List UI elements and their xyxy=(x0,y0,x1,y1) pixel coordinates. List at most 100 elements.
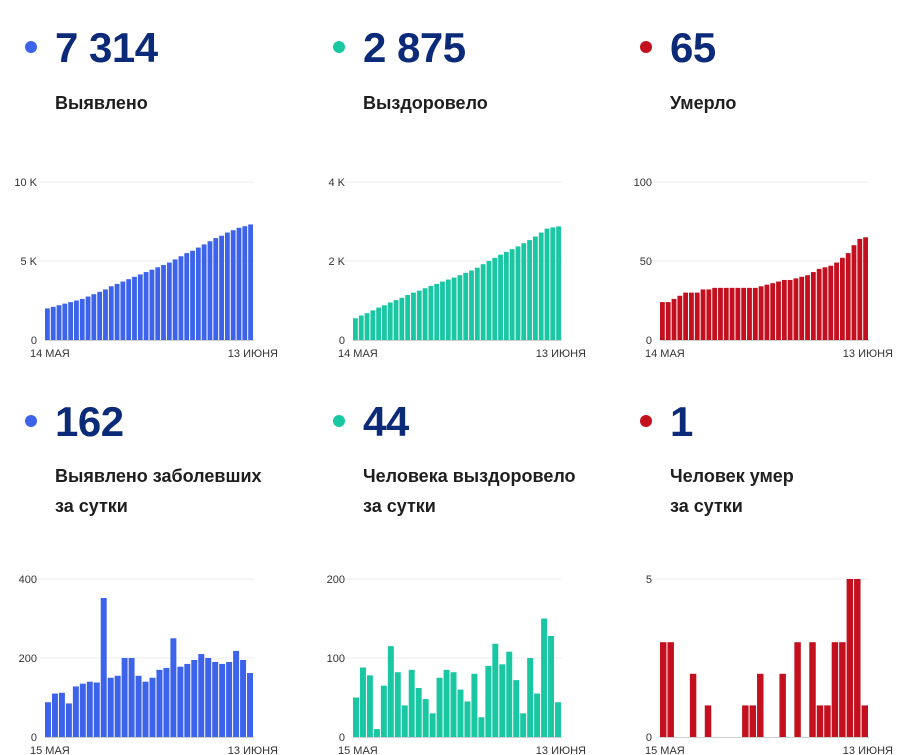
bar xyxy=(521,243,527,340)
bar xyxy=(492,257,498,340)
bar xyxy=(718,287,723,340)
bar xyxy=(851,245,857,340)
bar xyxy=(178,256,184,340)
bar xyxy=(805,275,810,340)
bar xyxy=(480,264,486,340)
bar xyxy=(107,677,114,737)
deaths-label: Умерло xyxy=(670,93,737,113)
bar xyxy=(247,673,253,737)
bar xyxy=(79,298,85,340)
bar xyxy=(411,292,416,340)
bar xyxy=(704,705,712,737)
bar xyxy=(758,286,764,340)
daily-detected-value: 162 xyxy=(55,398,124,445)
bar xyxy=(399,297,405,340)
bar xyxy=(45,308,50,340)
bar xyxy=(213,238,219,340)
x-end-label: 13 ИЮНЯ xyxy=(228,745,278,755)
bar xyxy=(474,267,480,340)
bar xyxy=(550,227,556,340)
bar xyxy=(515,246,521,340)
bar xyxy=(776,281,781,340)
daily-recovered-label-line-1: Человека выздоровело xyxy=(363,466,576,486)
daily-deaths-chart: 5 015 МАЯ 13 ИЮНЯ xyxy=(645,574,893,755)
bar xyxy=(242,226,248,340)
bar xyxy=(457,689,464,737)
bar xyxy=(831,642,839,737)
x-start-label: 14 МАЯ xyxy=(338,348,378,360)
daily-recovered-chart: 200 100 015 МАЯ 13 ИЮНЯ xyxy=(327,574,586,755)
x-start-label: 15 МАЯ xyxy=(645,745,685,755)
bar xyxy=(62,303,68,340)
bar xyxy=(394,672,401,737)
bar xyxy=(857,238,863,340)
bar xyxy=(770,283,776,340)
bar xyxy=(97,291,103,340)
bar xyxy=(137,274,143,340)
recovered-label: Выздоровело xyxy=(363,93,488,113)
y-tick-label: 0 xyxy=(31,335,37,347)
daily-deaths-label-line-2: за сутки xyxy=(670,496,743,516)
bar xyxy=(248,224,253,340)
daily-deaths-legend-dot xyxy=(640,415,652,427)
x-end-label: 13 ИЮНЯ xyxy=(536,348,586,360)
bar xyxy=(142,681,149,737)
bar xyxy=(834,262,839,340)
recovered-total-value: 2 875 xyxy=(363,24,466,71)
bar xyxy=(240,659,247,737)
bar xyxy=(366,675,373,737)
bar xyxy=(353,697,359,737)
bar xyxy=(387,302,393,340)
bar xyxy=(440,281,445,340)
bar xyxy=(846,579,854,737)
bar xyxy=(700,289,706,340)
bar xyxy=(184,663,191,737)
bar xyxy=(434,283,440,340)
daily-detected-legend-dot xyxy=(25,415,37,427)
bar xyxy=(810,272,816,340)
bar xyxy=(100,597,107,737)
x-start-label: 15 МАЯ xyxy=(338,745,378,755)
x-start-label: 14 МАЯ xyxy=(30,348,70,360)
bar xyxy=(219,663,226,737)
bar xyxy=(742,705,749,737)
bar xyxy=(114,283,120,340)
bar xyxy=(816,705,824,737)
bar xyxy=(190,250,195,340)
recovered-cumulative-chart: 4 K 2 K 014 МАЯ 13 ИЮНЯ xyxy=(328,177,586,360)
bar xyxy=(380,685,387,737)
bar xyxy=(120,281,126,340)
bar xyxy=(126,279,132,340)
bar xyxy=(729,287,735,340)
bar xyxy=(226,661,233,737)
bar xyxy=(747,287,752,340)
bar xyxy=(513,680,520,737)
bar xyxy=(787,279,793,340)
bar xyxy=(741,287,747,340)
bar xyxy=(498,254,503,340)
bar xyxy=(450,672,457,737)
bar xyxy=(191,659,198,737)
bar xyxy=(828,265,834,340)
daily-detected-label-line-1: Выявлено заболевших xyxy=(55,466,262,486)
bar xyxy=(486,261,492,340)
y-tick-label: 50 xyxy=(640,256,652,268)
bar xyxy=(91,294,97,340)
daily-detected-label-line-2: за сутки xyxy=(55,496,128,516)
bar xyxy=(353,318,358,340)
bar xyxy=(121,658,128,737)
detected-total-value: 7 314 xyxy=(55,24,158,71)
bar xyxy=(779,673,786,737)
bar xyxy=(376,307,382,340)
bar xyxy=(359,667,366,737)
bar xyxy=(469,270,474,340)
bar xyxy=(415,688,422,737)
bar xyxy=(556,226,561,340)
x-end-label: 13 ИЮНЯ xyxy=(228,348,278,360)
bar xyxy=(492,643,499,737)
x-end-label: 13 ИЮНЯ xyxy=(843,745,893,755)
x-start-label: 14 МАЯ xyxy=(645,348,685,360)
daily-recovered-label-line-2: за сутки xyxy=(363,496,436,516)
y-tick-label: 4 K xyxy=(328,177,345,189)
bar xyxy=(132,276,137,340)
